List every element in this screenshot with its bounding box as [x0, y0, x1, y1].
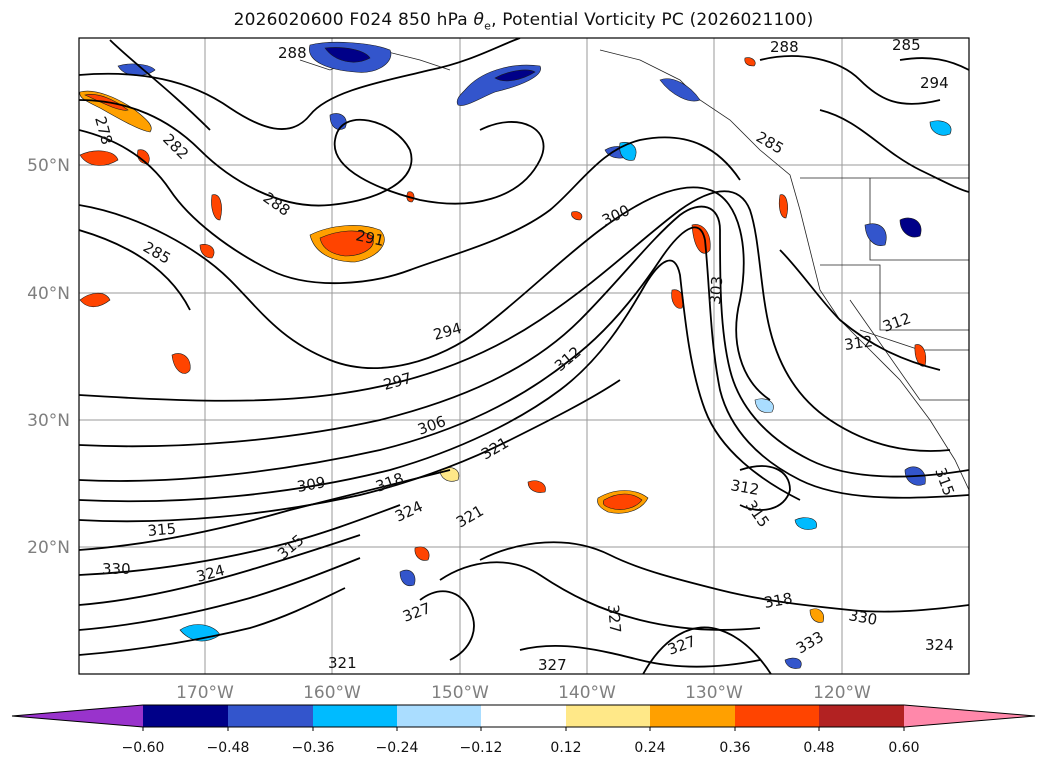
lon-label: 140°W	[558, 683, 616, 703]
colorbar-segment	[566, 705, 650, 727]
contour-label: 312	[729, 476, 760, 499]
colorbar-segment	[143, 705, 228, 727]
colorbar-tick-labels: −0.60 −0.48 −0.36 −0.24 −0.12 0.12 0.24 …	[122, 740, 920, 756]
colorbar-tick-label: 0.36	[719, 740, 750, 756]
contour-label: 327	[538, 656, 567, 674]
contour-label: 309	[296, 473, 327, 496]
contour-label: 288	[278, 44, 307, 62]
lat-label: 40°N	[27, 284, 70, 304]
contour-label: 291	[354, 226, 386, 250]
lon-label: 150°W	[431, 683, 489, 703]
lat-label: 20°N	[27, 538, 70, 558]
contour-label: 303	[706, 275, 726, 305]
contour-label: 330	[847, 606, 878, 629]
colorbar-segment	[819, 705, 904, 727]
colorbar-extend-min	[12, 705, 143, 727]
lon-label: 120°W	[813, 683, 871, 703]
lon-label: 160°W	[303, 683, 361, 703]
colorbar-tick-label: 0.48	[803, 740, 834, 756]
colorbar-tick-label: −0.60	[122, 740, 165, 756]
plot-frame	[78, 37, 970, 675]
colorbar-segment	[228, 705, 313, 727]
contour-label: 321	[328, 654, 357, 672]
contour-label: 285	[892, 36, 921, 54]
theta-e-contours	[79, 38, 969, 674]
colorbar-tick-label: −0.48	[207, 740, 250, 756]
latitude-labels: 50°N 40°N 30°N 20°N	[27, 156, 70, 558]
colorbar-tick-label: −0.24	[376, 740, 419, 756]
lon-label: 130°W	[685, 683, 743, 703]
lon-label: 170°W	[176, 683, 234, 703]
colorbar-segment	[313, 705, 397, 727]
contour-label: 288	[770, 38, 799, 56]
lat-label: 30°N	[27, 411, 70, 431]
contour-label: 312	[843, 332, 874, 354]
colorbar-tick-label: −0.12	[460, 740, 503, 756]
colorbar-tick-label: −0.36	[292, 740, 335, 756]
contour-label: 315	[147, 520, 177, 540]
colorbar-segment	[481, 705, 566, 727]
colorbar-segment	[735, 705, 819, 727]
longitude-labels: 170°W 160°W 150°W 140°W 130°W 120°W	[176, 683, 871, 703]
colorbar-tick-label: 0.60	[888, 740, 919, 756]
colorbar-segment	[397, 705, 481, 727]
map-title: 2026020600 F024 850 hPa θe, Potential Vo…	[233, 10, 814, 33]
graticule	[79, 38, 969, 674]
contour-label: 330	[102, 560, 131, 578]
contour-label: 294	[920, 74, 949, 92]
contour-label: 318	[763, 589, 794, 612]
colorbar-tick-label: 0.12	[550, 740, 581, 756]
lat-label: 50°N	[27, 156, 70, 176]
colorbar-tick-label: 0.24	[634, 740, 665, 756]
plot-area	[79, 38, 969, 674]
contour-label: 324	[925, 636, 954, 654]
colorbar	[11, 704, 1036, 731]
contour-label: 327	[604, 604, 624, 634]
colorbar-extend-max	[904, 705, 1035, 727]
colorbar-segment	[650, 705, 735, 727]
